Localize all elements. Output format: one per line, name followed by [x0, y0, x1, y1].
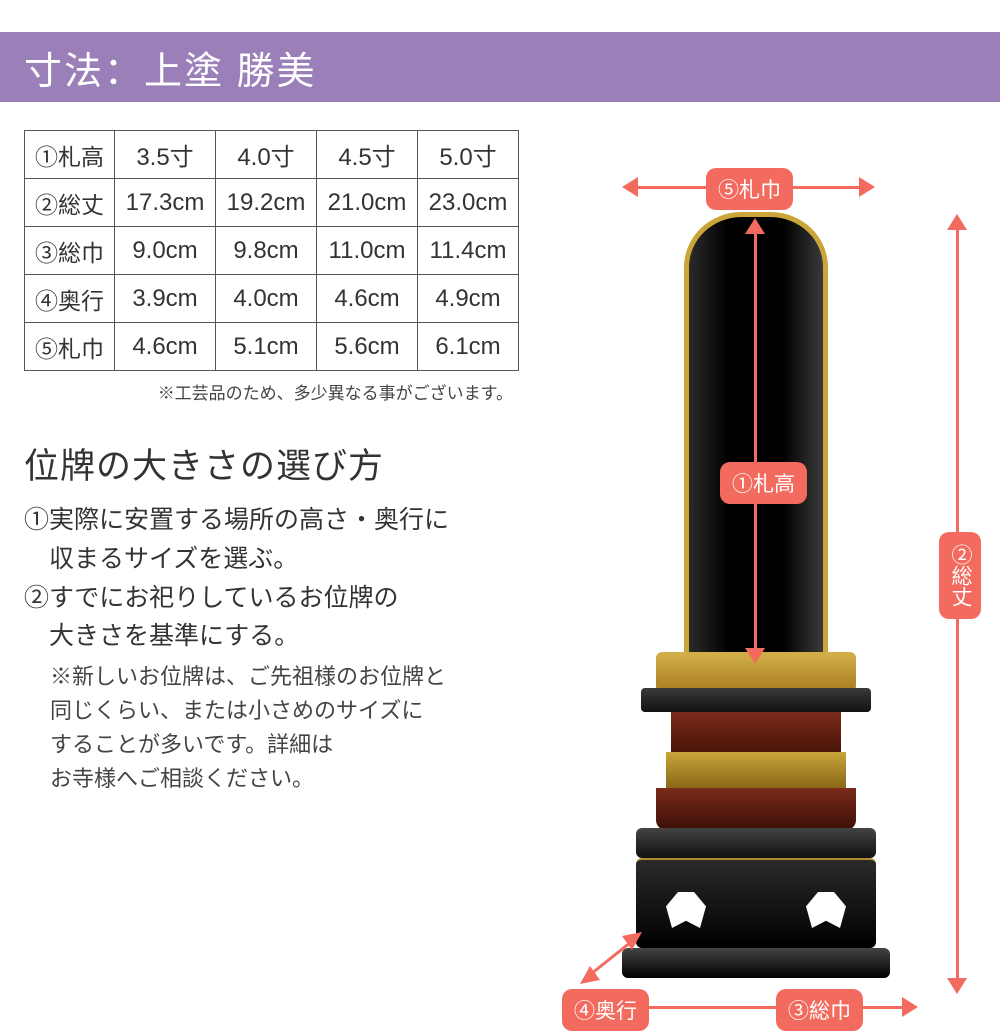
cell: 11.4cm — [418, 227, 519, 275]
cell: 4.9cm — [418, 275, 519, 323]
howto-line: 大きさを基準にする。 — [24, 617, 519, 656]
table-note: ※工芸品のため、多少異なる事がございます。 — [24, 379, 519, 404]
cell: 5.6cm — [317, 323, 418, 371]
cell: 4.6cm — [317, 275, 418, 323]
howto-note-line: することが多いです。詳細は — [50, 728, 519, 762]
dim-badge-3: ③総巾 — [776, 989, 863, 1031]
arrow-head-icon — [745, 648, 765, 664]
cell: ①札高 — [25, 131, 115, 179]
cell: 4.6cm — [115, 323, 216, 371]
cell: ②総丈 — [25, 179, 115, 227]
table-row: ④奥行 3.9cm 4.0cm 4.6cm 4.9cm — [25, 275, 519, 323]
arrow-head-icon — [745, 218, 765, 234]
depth-arrow-icon — [580, 930, 650, 986]
cell: ④奥行 — [25, 275, 115, 323]
spec-table: ①札高 3.5寸 4.0寸 4.5寸 5.0寸 ②総丈 17.3cm 19.2c… — [24, 130, 519, 371]
cell: 3.9cm — [115, 275, 216, 323]
arrow-head-icon — [902, 997, 918, 1017]
table-row: ②総丈 17.3cm 19.2cm 21.0cm 23.0cm — [25, 179, 519, 227]
cell: 17.3cm — [115, 179, 216, 227]
cell: 4.0cm — [216, 275, 317, 323]
cell: 4.5寸 — [317, 131, 418, 179]
cell: 19.2cm — [216, 179, 317, 227]
howto-body: ①実際に安置する場所の高さ・奥行に 収まるサイズを選ぶ。 ②すでにお祀りしている… — [24, 501, 519, 656]
howto-note-line: お寺様へご相談ください。 — [50, 762, 519, 796]
title-text: 寸法：上塗 勝美 — [24, 40, 317, 95]
cell: ⑤札巾 — [25, 323, 115, 371]
dim-badge-2: ②総丈 — [939, 532, 981, 619]
left-column: ①札高 3.5寸 4.0寸 4.5寸 5.0寸 ②総丈 17.3cm 19.2c… — [24, 130, 519, 796]
cell: 9.0cm — [115, 227, 216, 275]
cell: 6.1cm — [418, 323, 519, 371]
table-row: ③総巾 9.0cm 9.8cm 11.0cm 11.4cm — [25, 227, 519, 275]
ihai-pedestal — [636, 652, 876, 982]
howto-line: ①実際に安置する場所の高さ・奥行に — [24, 501, 519, 540]
cell: ③総巾 — [25, 227, 115, 275]
arrow-head-icon — [947, 978, 967, 994]
cell: 5.0寸 — [418, 131, 519, 179]
howto-note: ※新しいお位牌は、ご先祖様のお位牌と 同じくらい、または小さめのサイズに するこ… — [24, 660, 519, 796]
howto-note-line: 同じくらい、または小さめのサイズに — [50, 694, 519, 728]
howto-title: 位牌の大きさの選び方 — [24, 438, 519, 489]
title-banner: 寸法：上塗 勝美 — [0, 32, 1000, 102]
dim-badge-4: ④奥行 — [562, 989, 649, 1031]
howto-note-line: ※新しいお位牌は、ご先祖様のお位牌と — [50, 660, 519, 694]
table-row: ①札高 3.5寸 4.0寸 4.5寸 5.0寸 — [25, 131, 519, 179]
arrow-line — [646, 1006, 904, 1009]
cell: 11.0cm — [317, 227, 418, 275]
arrow-line — [754, 232, 757, 650]
howto-line: ②すでにお祀りしているお位牌の — [24, 579, 519, 618]
dimension-diagram: ⑤札巾 ①札高 ②総丈 ③総巾 ④奥行 — [536, 162, 996, 1032]
arrow-head-icon — [947, 214, 967, 230]
arrow-head-icon — [859, 177, 875, 197]
cell: 9.8cm — [216, 227, 317, 275]
cell: 5.1cm — [216, 323, 317, 371]
cell: 23.0cm — [418, 179, 519, 227]
cell: 3.5寸 — [115, 131, 216, 179]
howto-line: 収まるサイズを選ぶ。 — [24, 540, 519, 579]
cell: 21.0cm — [317, 179, 418, 227]
cell: 4.0寸 — [216, 131, 317, 179]
dim-badge-5: ⑤札巾 — [706, 168, 793, 210]
table-row: ⑤札巾 4.6cm 5.1cm 5.6cm 6.1cm — [25, 323, 519, 371]
arrow-head-icon — [622, 177, 638, 197]
dim-badge-1: ①札高 — [720, 462, 807, 504]
